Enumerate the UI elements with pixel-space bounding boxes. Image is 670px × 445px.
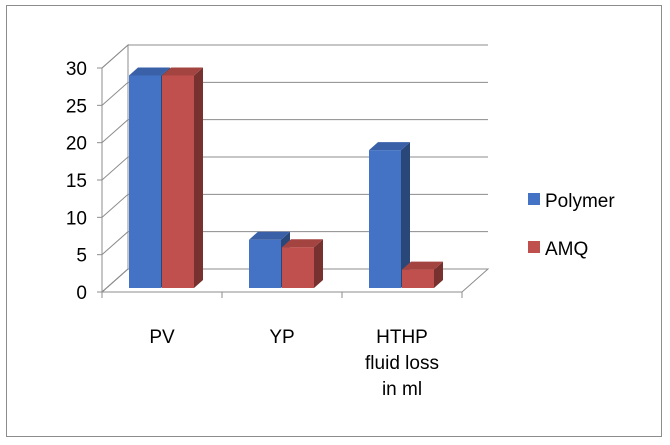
bar-top bbox=[282, 239, 323, 248]
legend-label: Polymer bbox=[545, 191, 615, 212]
gridline-side bbox=[101, 193, 129, 218]
legend-swatch bbox=[528, 193, 540, 205]
bar-amq-2 bbox=[282, 239, 323, 288]
bar-front bbox=[369, 150, 401, 288]
bar-side bbox=[314, 239, 323, 288]
x-tick-label: HTHP fluid loss in ml bbox=[365, 327, 439, 400]
chart-frame bbox=[6, 5, 662, 437]
gridline-side bbox=[101, 268, 129, 293]
bar-top bbox=[369, 142, 410, 151]
bar-top bbox=[129, 67, 170, 76]
legend: Polymer AMQ bbox=[528, 191, 615, 260]
legend-swatch bbox=[528, 241, 540, 253]
y-tick-label: 30 bbox=[66, 59, 87, 80]
y-tick-label: 15 bbox=[66, 171, 87, 192]
bar-top bbox=[402, 261, 443, 270]
bar-top bbox=[249, 231, 290, 240]
bar-front bbox=[162, 75, 194, 288]
bars bbox=[129, 67, 443, 288]
bar-amq-3 bbox=[402, 261, 443, 288]
bar-side bbox=[194, 67, 203, 288]
bar-polymer-3 bbox=[369, 142, 410, 288]
y-axis: 0 5 10 15 20 25 30 bbox=[66, 59, 103, 304]
y-tick-label: 5 bbox=[76, 246, 87, 267]
bar-front bbox=[402, 269, 434, 288]
x-tick-label: YP bbox=[269, 327, 294, 348]
bar-front bbox=[282, 247, 314, 288]
bar-side bbox=[434, 261, 443, 288]
x-tick-label: PV bbox=[149, 327, 175, 348]
gridline-side bbox=[101, 81, 129, 106]
y-tick-label: 10 bbox=[66, 208, 87, 229]
legend-label: AMQ bbox=[545, 239, 588, 260]
gridline-side bbox=[101, 119, 129, 144]
bar-top bbox=[162, 67, 203, 76]
y-tick-label: 0 bbox=[76, 283, 87, 304]
bar-front bbox=[249, 239, 281, 288]
bar-amq-1 bbox=[162, 67, 203, 288]
y-tick-label: 25 bbox=[66, 96, 87, 117]
gridline-side bbox=[101, 156, 129, 181]
gridline-side bbox=[101, 231, 129, 256]
y-tick-label: 20 bbox=[66, 134, 87, 155]
x-axis: PV YP HTHP fluid loss in ml bbox=[101, 291, 463, 400]
bar-front bbox=[129, 75, 161, 288]
gridline-side bbox=[101, 44, 129, 69]
bar-side bbox=[401, 142, 410, 288]
